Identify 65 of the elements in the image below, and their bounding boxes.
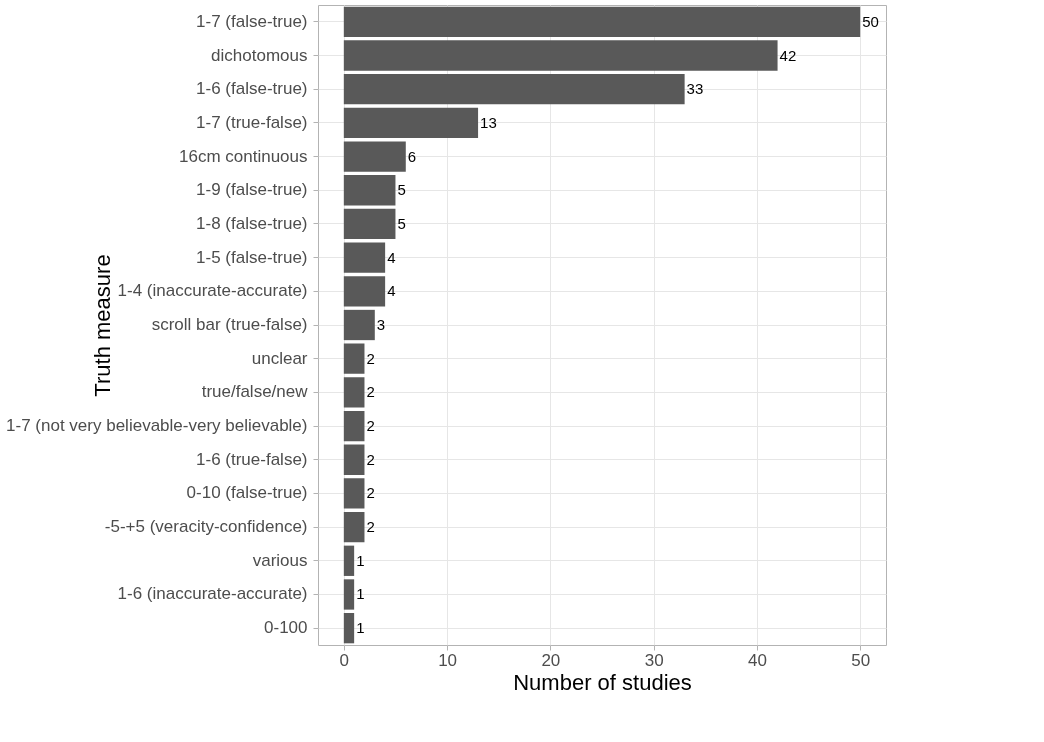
bar [343,175,396,206]
y-tick-label: 1-8 (false-true) [196,213,308,233]
data-label: 4 [387,248,396,266]
y-tick-label: 1-4 (inaccurate-accurate) [117,281,308,301]
data-label: 1 [356,585,365,603]
data-label: 50 [862,12,879,30]
y-tick-label: 1-7 (not very believable-very believable) [6,416,308,436]
data-label: 2 [366,484,375,502]
y-tick-label: 1-9 (false-true) [196,180,308,200]
x-tick-label: 30 [644,650,664,670]
y-tick-label: 16cm continuous [178,146,308,166]
y-tick-label: 1-6 (false-true) [196,79,308,99]
data-label: 5 [397,214,406,232]
y-tick-label: scroll bar (true-false) [151,315,308,334]
y-tick-label: 1-6 (inaccurate-accurate) [117,584,308,604]
y-tick-label: 1-5 (false-true) [196,247,308,267]
bar [343,511,365,543]
data-label: 2 [366,383,375,401]
y-tick-label: -5-+5 (veracity-confidence) [104,517,308,537]
bar [343,579,355,610]
bar [343,74,685,105]
data-label: 1 [356,619,365,637]
bar [343,40,778,71]
bar [343,242,386,273]
y-axis-title: Truth measure [89,254,115,397]
bar [343,377,365,408]
y-tick-label: 0-100 [264,618,308,638]
bar [343,613,355,644]
y-tick-label: unclear [251,348,308,368]
y-tick-label: 1-7 (false-true) [196,11,308,31]
x-axis-title: Number of studies [513,669,692,695]
data-label: 33 [686,80,704,98]
y-tick-label: true/false/new [201,382,309,402]
y-tick-label: various [252,550,308,570]
y-tick-label: dichotomous [211,45,308,65]
data-label: 13 [480,113,497,131]
bar [343,208,396,240]
y-tick-label: 1-6 (true-false) [196,449,308,469]
x-tick-label: 40 [747,650,767,670]
data-label: 2 [366,518,375,536]
bar [343,6,861,37]
bar [343,545,355,576]
x-tick-label: 0 [339,650,350,670]
data-label: 2 [366,417,375,435]
x-tick-label: 20 [541,650,561,670]
y-tick-label: 0-10 (false-true) [186,483,308,503]
bar [343,478,365,509]
data-label: 4 [387,282,396,300]
data-label: 6 [407,147,417,165]
bar [343,107,479,139]
x-tick-label: 50 [851,650,871,670]
bar [343,444,365,475]
data-label: 2 [366,450,375,468]
data-label: 42 [779,46,797,64]
bar [343,343,365,374]
data-label: 1 [356,551,365,569]
data-label: 3 [376,316,386,333]
data-label: 2 [366,349,375,367]
bar [343,276,386,307]
x-tick-label: 10 [438,650,458,670]
data-label: 5 [397,181,406,199]
y-tick-label: 1-7 (true-false) [196,112,308,132]
bar [343,410,365,442]
bar [343,309,375,341]
bar [343,141,406,172]
